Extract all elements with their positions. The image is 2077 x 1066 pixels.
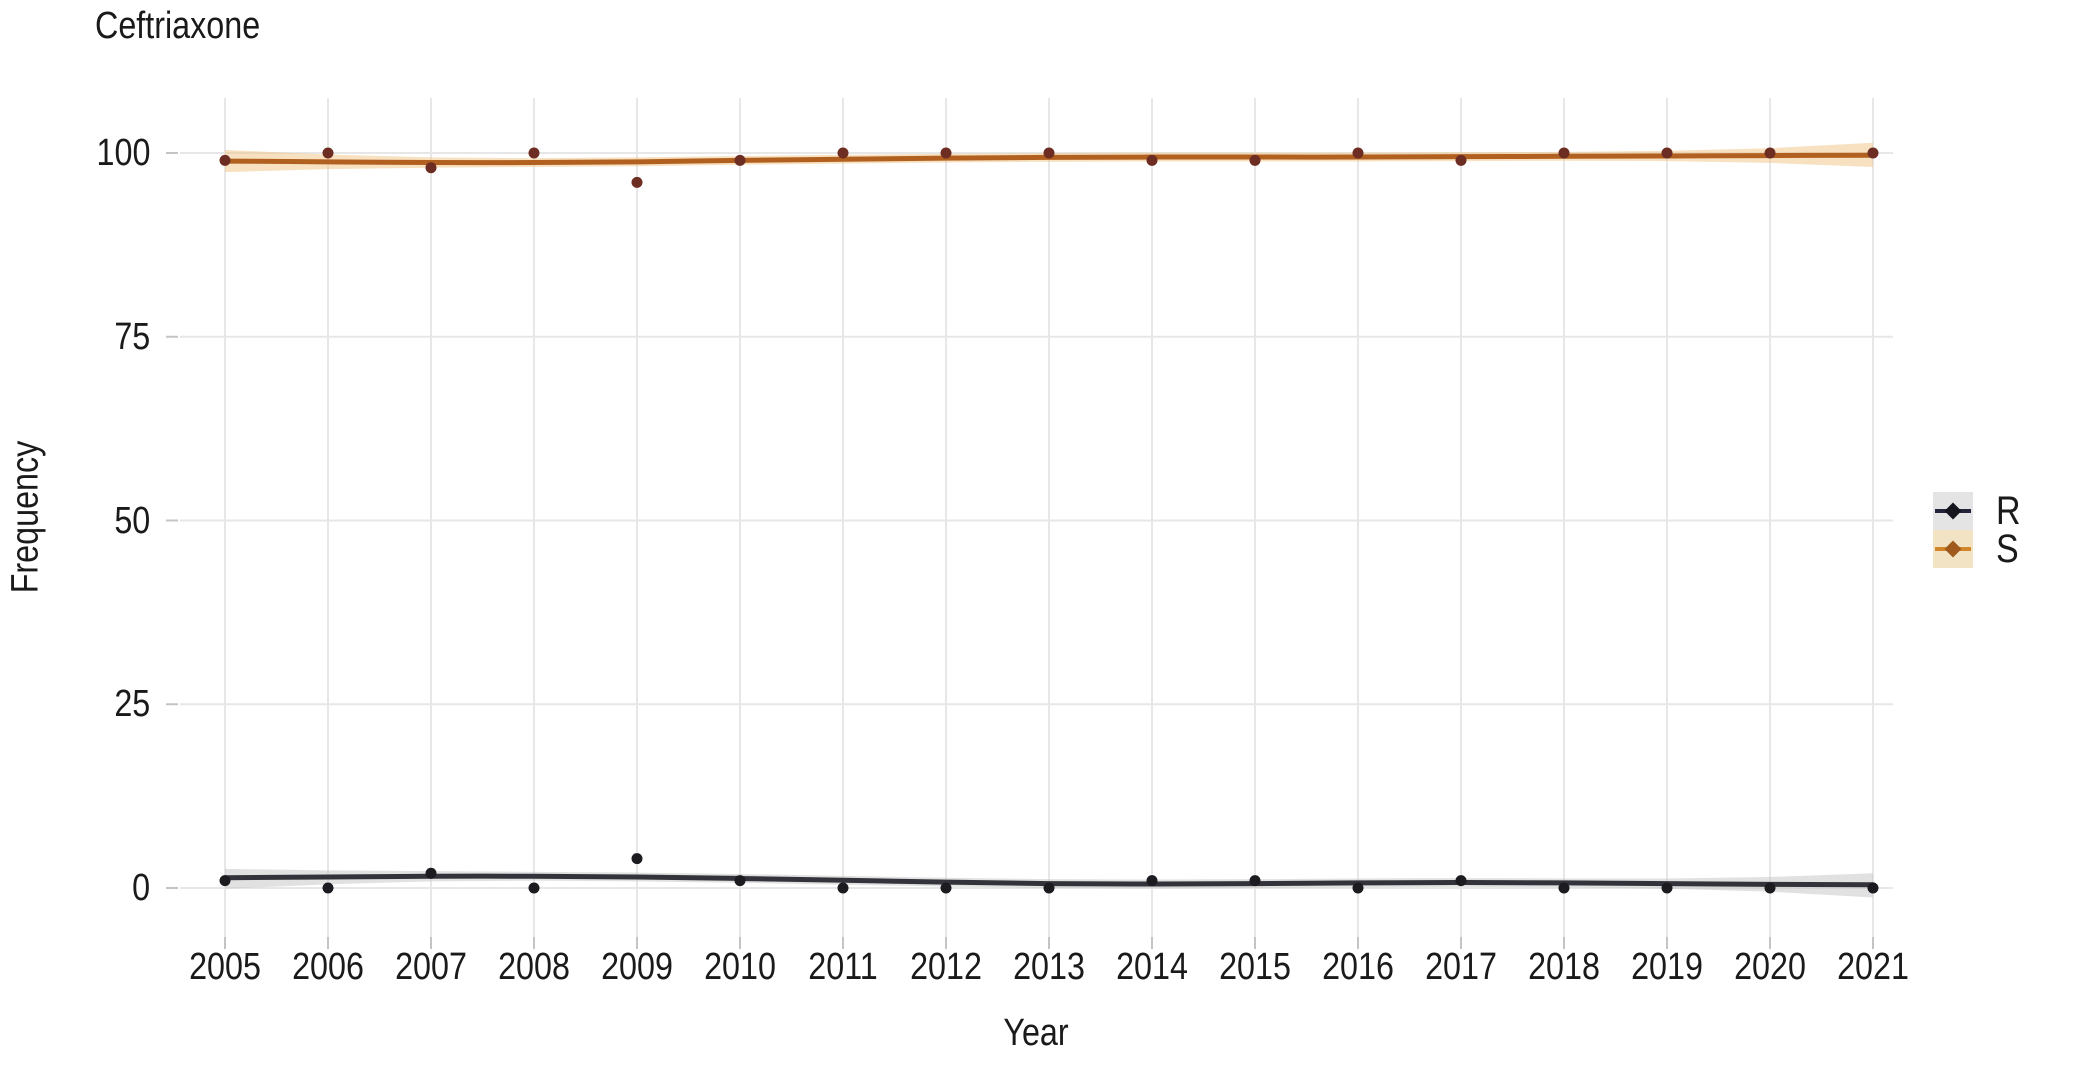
data-point-r-2018 <box>1558 882 1570 894</box>
y-tick-label-text: 25 <box>114 683 150 726</box>
data-point-r-2019 <box>1661 882 1673 894</box>
x-tick-label-text: 2013 <box>1013 946 1085 988</box>
y-tick-label-text: 75 <box>114 315 150 358</box>
data-point-s-2013 <box>1043 147 1055 159</box>
x-tick-label-2018: 2018 <box>1522 948 1607 986</box>
x-tick-label-text: 2009 <box>601 946 673 988</box>
y-tick-label-100: 100 <box>30 134 150 172</box>
x-tick-label-text: 2021 <box>1837 946 1909 988</box>
data-point-r-2014 <box>1146 875 1158 887</box>
data-point-s-2010 <box>734 154 746 166</box>
x-tick-label-2010: 2010 <box>698 948 783 986</box>
data-point-s-2020 <box>1764 147 1776 159</box>
y-tick-label-25: 25 <box>30 685 150 723</box>
data-point-s-2014 <box>1146 154 1158 166</box>
x-tick-label-2005: 2005 <box>183 948 268 986</box>
x-tick-label-text: 2012 <box>910 946 982 988</box>
y-tick-label-text: 0 <box>132 867 150 909</box>
x-tick-label-2019: 2019 <box>1625 948 1710 986</box>
x-tick-label-text: 2016 <box>1322 946 1394 988</box>
data-point-r-2008 <box>528 882 540 894</box>
legend-key-r <box>1933 492 1973 530</box>
x-tick-label-text: 2017 <box>1425 946 1497 988</box>
x-tick-label-text: 2020 <box>1734 946 1806 988</box>
data-point-s-2012 <box>940 147 952 159</box>
data-point-s-2006 <box>322 147 334 159</box>
data-point-r-2006 <box>322 882 334 894</box>
data-point-r-2021 <box>1867 882 1879 894</box>
legend-keys <box>1933 492 1973 568</box>
data-point-s-2007 <box>425 162 437 174</box>
x-axis-title-text: Year <box>1003 1012 1069 1054</box>
x-tick-label-text: 2010 <box>704 946 776 988</box>
data-point-r-2017 <box>1455 875 1467 887</box>
x-tick-label-text: 2005 <box>189 946 261 988</box>
data-point-s-2005 <box>219 154 231 166</box>
data-point-s-2009 <box>631 176 643 188</box>
data-point-s-2011 <box>837 147 849 159</box>
x-tick-label-2014: 2014 <box>1110 948 1195 986</box>
legend-labels: R S <box>1996 489 2025 571</box>
x-axis-title: Year <box>998 1012 1075 1055</box>
x-tick-label-text: 2006 <box>292 946 364 988</box>
x-tick-label-2017: 2017 <box>1419 948 1504 986</box>
legend-key-s <box>1933 530 1973 568</box>
y-tick-label-text: 50 <box>114 499 150 542</box>
x-tick-label-2016: 2016 <box>1316 948 1401 986</box>
data-point-r-2016 <box>1352 882 1364 894</box>
data-point-s-2008 <box>528 147 540 159</box>
x-tick-label-text: 2018 <box>1528 946 1600 988</box>
x-tick-label-text: 2008 <box>498 946 570 988</box>
legend-key-s-point-icon <box>1944 540 1962 558</box>
data-point-s-2021 <box>1867 147 1879 159</box>
data-point-s-2015 <box>1249 154 1261 166</box>
data-point-r-2020 <box>1764 882 1776 894</box>
data-point-r-2005 <box>219 875 231 887</box>
x-tick-label-2021: 2021 <box>1831 948 1916 986</box>
x-tick-label-2006: 2006 <box>286 948 371 986</box>
data-point-r-2013 <box>1043 882 1055 894</box>
x-tick-label-2015: 2015 <box>1213 948 1298 986</box>
legend-label-r: R <box>1996 489 2021 533</box>
data-point-r-2007 <box>425 867 437 879</box>
y-tick-label-50: 50 <box>30 502 150 540</box>
y-tick-label-text: 100 <box>96 132 150 174</box>
x-tick-label-2020: 2020 <box>1728 948 1813 986</box>
chart-title: Ceftriaxone <box>95 6 289 46</box>
data-point-s-2018 <box>1558 147 1570 159</box>
x-tick-label-2009: 2009 <box>595 948 680 986</box>
legend-label-s: S <box>1996 527 2019 571</box>
data-point-r-2012 <box>940 882 952 894</box>
x-tick-label-text: 2011 <box>808 946 878 988</box>
x-tick-label-2011: 2011 <box>802 948 884 986</box>
data-point-s-2016 <box>1352 147 1364 159</box>
x-tick-label-text: 2014 <box>1116 946 1188 988</box>
x-tick-label-text: 2015 <box>1219 946 1291 988</box>
x-tick-label-text: 2019 <box>1631 946 1703 988</box>
chart-title-text: Ceftriaxone <box>95 5 261 47</box>
legend-key-r-point-icon <box>1944 502 1962 520</box>
data-point-r-2009 <box>631 853 643 865</box>
y-tick-label-75: 75 <box>30 318 150 356</box>
data-point-r-2011 <box>837 882 849 894</box>
data-point-r-2015 <box>1249 875 1261 887</box>
x-tick-label-2008: 2008 <box>492 948 577 986</box>
x-tick-label-2007: 2007 <box>389 948 474 986</box>
data-point-r-2010 <box>734 875 746 887</box>
y-tick-label-0: 0 <box>30 869 150 907</box>
x-tick-label-2013: 2013 <box>1007 948 1092 986</box>
data-point-s-2019 <box>1661 147 1673 159</box>
x-tick-label-2012: 2012 <box>904 948 989 986</box>
data-point-s-2017 <box>1455 154 1467 166</box>
x-tick-label-text: 2007 <box>395 946 467 988</box>
